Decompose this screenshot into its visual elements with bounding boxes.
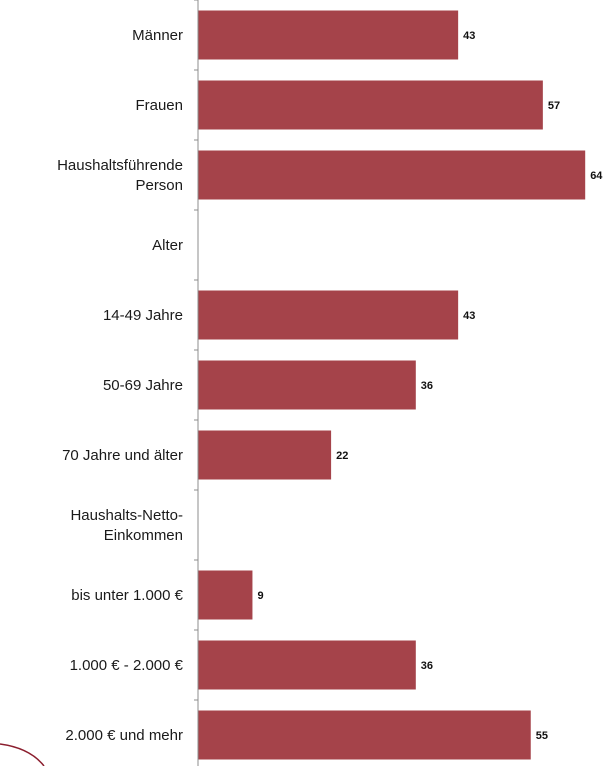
value-label: 9 <box>257 590 263 602</box>
category-label: bis unter 1.000 € <box>71 587 183 604</box>
category-label: 50-69 Jahre <box>103 377 183 394</box>
category-label: 1.000 € - 2.000 € <box>70 657 184 674</box>
category-label-line: 50-69 Jahre <box>103 377 183 394</box>
category-label: 14-49 Jahre <box>103 307 183 324</box>
category-label-line: 1.000 € - 2.000 € <box>70 657 184 674</box>
bar <box>198 360 416 410</box>
category-label: Alter <box>152 237 183 254</box>
value-label: 64 <box>590 170 603 182</box>
value-label: 43 <box>463 30 475 42</box>
category-label-line: Person <box>135 177 183 194</box>
bar <box>198 80 543 130</box>
category-label: 2.000 € und mehr <box>65 727 183 744</box>
category-label-line: Männer <box>132 27 183 44</box>
bar <box>198 710 531 760</box>
bar <box>198 640 416 690</box>
category-label-line: 70 Jahre und älter <box>62 447 183 464</box>
category-label-line: Haushalts-Netto- <box>70 507 183 524</box>
category-label: 70 Jahre und älter <box>62 447 183 464</box>
category-label-line: bis unter 1.000 € <box>71 587 183 604</box>
category-label-line: Haushaltsführende <box>57 157 183 174</box>
category-label-line: Einkommen <box>104 527 183 544</box>
category-label-line: 14-49 Jahre <box>103 307 183 324</box>
category-label-line: 2.000 € und mehr <box>65 727 183 744</box>
bar <box>198 150 586 200</box>
category-label: Haushaltsführende Person <box>57 157 183 194</box>
bar <box>198 290 459 340</box>
category-label: Männer <box>132 27 183 44</box>
category-label: Frauen <box>135 97 183 114</box>
value-label: 36 <box>421 380 433 392</box>
value-label: 55 <box>536 730 548 742</box>
value-label: 22 <box>336 450 348 462</box>
bar <box>198 570 253 620</box>
value-label: 43 <box>463 310 475 322</box>
value-label: 57 <box>548 100 560 112</box>
category-label-line: Frauen <box>135 97 183 114</box>
decorative-swoosh <box>0 743 45 766</box>
category-label-line: Alter <box>152 237 183 254</box>
value-label: 36 <box>421 660 433 672</box>
bar <box>198 10 459 60</box>
bar <box>198 430 332 480</box>
category-label: Haushalts-Netto- Einkommen <box>70 507 183 544</box>
